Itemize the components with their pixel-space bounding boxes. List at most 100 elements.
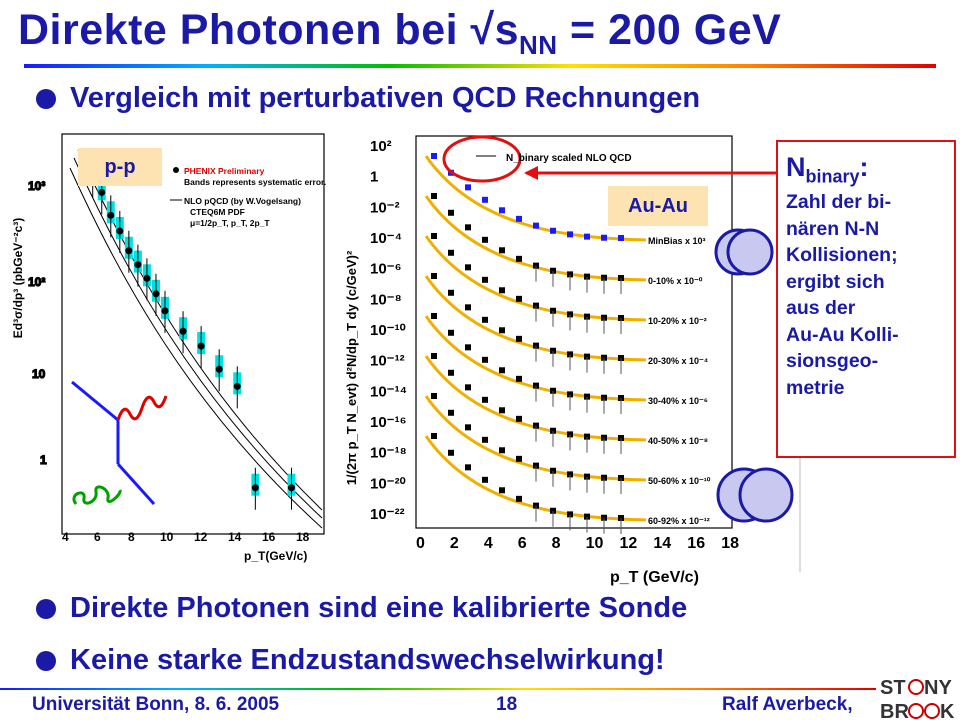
auau-data-point: [465, 344, 471, 351]
auau-data-point: [516, 335, 522, 342]
footer-page-number: 18: [496, 694, 518, 715]
auau-data-point: [567, 351, 573, 358]
auau-data-point: [482, 196, 488, 203]
auau-nlo-curve: [424, 155, 647, 242]
pp-xtick: 16: [262, 530, 276, 544]
auau-ytick: 10⁻²²: [370, 506, 405, 523]
auau-data-point: [499, 487, 505, 494]
auau-data-point: [465, 184, 471, 191]
auau-plot: 10² 1 10⁻² 10⁻⁴ 10⁻⁶ 10⁻⁸ 10⁻¹⁰ 10⁻¹² 10⁻¹⁴ 10⁻¹⁶…: [344, 135, 801, 586]
auau-nlo-curve: [424, 435, 647, 522]
pp-data-point: [197, 342, 205, 350]
bullet-dot: [36, 88, 56, 109]
auau-data-point: [448, 449, 454, 456]
stony-brook-logo: ST NY BR K: [880, 677, 955, 720]
legend-line: CTEQ6M PDF: [190, 207, 245, 217]
pp-xtick: 8: [128, 530, 135, 544]
auau-ytick: 10⁻⁸: [370, 291, 402, 308]
auau-data-point: [499, 407, 505, 414]
auau-nlo-curve: [424, 235, 647, 322]
bullet-dot: [36, 598, 56, 619]
auau-data-point: [465, 304, 471, 311]
auau-data-point: [516, 375, 522, 382]
nbinary-callout: Nbinary: Zahl der bi- nären N-N Kollisio…: [776, 140, 956, 458]
auau-legend: N_binary scaled NLO QCD: [442, 135, 632, 183]
title-underline: [24, 64, 936, 68]
pp-xtick: 18: [296, 530, 310, 544]
legend-line: N_binary scaled NLO QCD: [506, 153, 632, 164]
auau-nlo-curve: [424, 315, 647, 402]
pp-data-point: [98, 188, 106, 196]
pp-ytick-2: 10²: [28, 275, 45, 289]
auau-data-point: [431, 193, 437, 199]
pp-data-point: [116, 227, 124, 235]
auau-data-point: [499, 207, 505, 214]
auau-series-label: 50-60% x 10⁻¹⁰: [648, 476, 711, 486]
auau-data-point: [431, 353, 437, 359]
auau-data-point: [448, 369, 454, 376]
footer-author: Ralf Averbeck,: [722, 694, 853, 715]
auau-data-point: [448, 329, 454, 336]
legend-line: NLO pQCD (by W.Vogelsang): [184, 196, 301, 206]
auau-data-point: [567, 311, 573, 318]
auau-data-point: [482, 276, 488, 283]
auau-data-point: [499, 247, 505, 254]
auau-ylabel: 1/(2π p_T N_evt) d²N/dp_T dy (c/GeV)²: [344, 250, 359, 485]
bullet-3: Keine starke Endzustandswechselwirkung!: [36, 644, 665, 677]
auau-nlo-curve: [424, 275, 647, 362]
auau-xtick: 12: [619, 535, 637, 552]
auau-data-point: [482, 236, 488, 243]
auau-ytick: 10⁻⁴: [370, 230, 402, 247]
auau-data-point: [431, 233, 437, 239]
auau-data-point: [516, 455, 522, 462]
auau-data-point: [465, 424, 471, 431]
auau-ytick: 1: [370, 169, 378, 186]
auau-ytick: 10²: [370, 138, 392, 155]
legend-line: μ=1/2p_T, p_T, 2p_T: [190, 218, 270, 228]
auau-xtick: 8: [552, 535, 561, 552]
nbinary-highlight: [442, 135, 522, 183]
callout-head: Nbinary:: [786, 152, 869, 187]
auau-data-point: [482, 436, 488, 443]
auau-ytick: 10⁻¹⁸: [370, 445, 407, 462]
auau-data-point: [499, 447, 505, 454]
auau-series-label: 10-20% x 10⁻²: [648, 316, 707, 326]
pp-xtick: 4: [62, 530, 69, 544]
auau-series-label: 0-10% x 10⁻⁰: [648, 276, 703, 286]
auau-nlo-curve: [424, 195, 647, 282]
auau-data-point: [431, 153, 437, 159]
auau-data-point: [482, 396, 488, 403]
svg-text:NY: NY: [924, 677, 952, 699]
auau-data-point: [533, 222, 539, 229]
auau-data-point: [431, 313, 437, 319]
auau-data-point: [584, 513, 590, 520]
bullet-1: Vergleich mit perturbativen QCD Rechnung…: [36, 82, 700, 115]
auau-ytick: 10⁻¹⁴: [370, 383, 407, 400]
auau-data-point: [482, 356, 488, 363]
auau-xtick: 2: [450, 535, 459, 552]
nucleus-central-icon: [716, 467, 794, 523]
auau-data-point: [448, 209, 454, 216]
feynman-diagram: [71, 380, 168, 506]
auau-data-point: [584, 233, 590, 240]
pp-xtick: 14: [228, 530, 242, 544]
pp-data-point: [143, 274, 151, 282]
pp-xtick: 10: [160, 530, 174, 544]
auau-data-point: [465, 264, 471, 271]
auau-data-point: [499, 327, 505, 334]
pp-data-point: [215, 365, 223, 373]
pp-ylabel: Ed³σ/dp³ (pbGeV⁻²c³): [11, 218, 25, 339]
legend-line: Bands represents systematic error.: [184, 177, 326, 187]
pp-plot: 10³ 10² 10 1 4 6 8 10 12 14 16 18 p_T(Ge…: [11, 133, 326, 563]
auau-ytick: 10⁻⁶: [370, 261, 402, 278]
auau-data-point: [465, 224, 471, 231]
pp-xlabel: p_T(GeV/c): [244, 549, 307, 563]
auau-data-point: [618, 235, 624, 241]
auau-xlabel: p_T (GeV/c): [610, 569, 699, 586]
pp-data-point: [233, 382, 241, 390]
auau-nlo-curve: [424, 395, 647, 482]
pp-data-point: [125, 247, 133, 255]
pp-data-point: [251, 484, 259, 492]
auau-data-point: [448, 249, 454, 256]
auau-xtick: 10: [586, 535, 604, 552]
